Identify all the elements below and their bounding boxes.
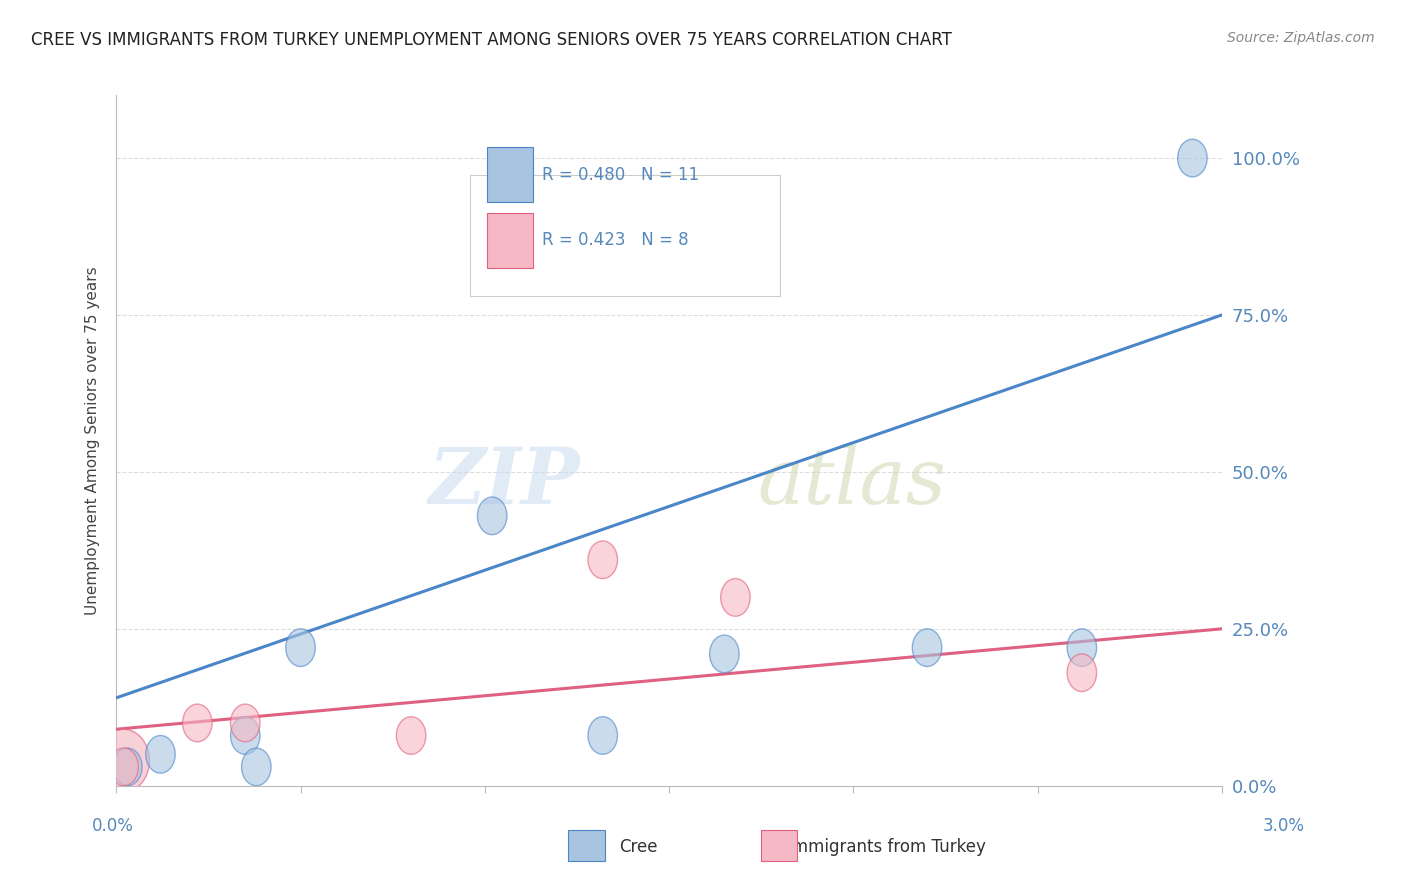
Ellipse shape	[912, 629, 942, 666]
Ellipse shape	[1067, 629, 1097, 666]
Ellipse shape	[588, 716, 617, 755]
Text: 0.0%: 0.0%	[91, 817, 134, 835]
Text: CREE VS IMMIGRANTS FROM TURKEY UNEMPLOYMENT AMONG SENIORS OVER 75 YEARS CORRELAT: CREE VS IMMIGRANTS FROM TURKEY UNEMPLOYM…	[31, 31, 952, 49]
Ellipse shape	[588, 541, 617, 579]
Ellipse shape	[183, 704, 212, 742]
Ellipse shape	[721, 579, 751, 616]
Text: R = 0.480   N = 11: R = 0.480 N = 11	[541, 166, 699, 184]
Text: Immigrants from Turkey: Immigrants from Turkey	[787, 838, 986, 855]
Text: R = 0.423   N = 8: R = 0.423 N = 8	[541, 231, 689, 249]
Ellipse shape	[1067, 654, 1097, 691]
Ellipse shape	[112, 748, 142, 786]
Text: Cree: Cree	[619, 838, 657, 855]
Text: atlas: atlas	[758, 444, 946, 520]
FancyBboxPatch shape	[486, 212, 533, 268]
Ellipse shape	[396, 716, 426, 755]
Ellipse shape	[231, 716, 260, 755]
FancyBboxPatch shape	[486, 147, 533, 202]
Text: Source: ZipAtlas.com: Source: ZipAtlas.com	[1227, 31, 1375, 45]
Text: 3.0%: 3.0%	[1263, 817, 1305, 835]
Ellipse shape	[146, 736, 176, 773]
Ellipse shape	[98, 730, 149, 792]
Ellipse shape	[242, 748, 271, 786]
Text: ZIP: ZIP	[429, 443, 581, 520]
Ellipse shape	[231, 704, 260, 742]
Ellipse shape	[285, 629, 315, 666]
FancyBboxPatch shape	[470, 175, 780, 295]
Ellipse shape	[108, 748, 138, 786]
Y-axis label: Unemployment Among Seniors over 75 years: Unemployment Among Seniors over 75 years	[86, 266, 100, 615]
Ellipse shape	[710, 635, 740, 673]
Ellipse shape	[478, 497, 508, 534]
Ellipse shape	[1178, 139, 1208, 177]
